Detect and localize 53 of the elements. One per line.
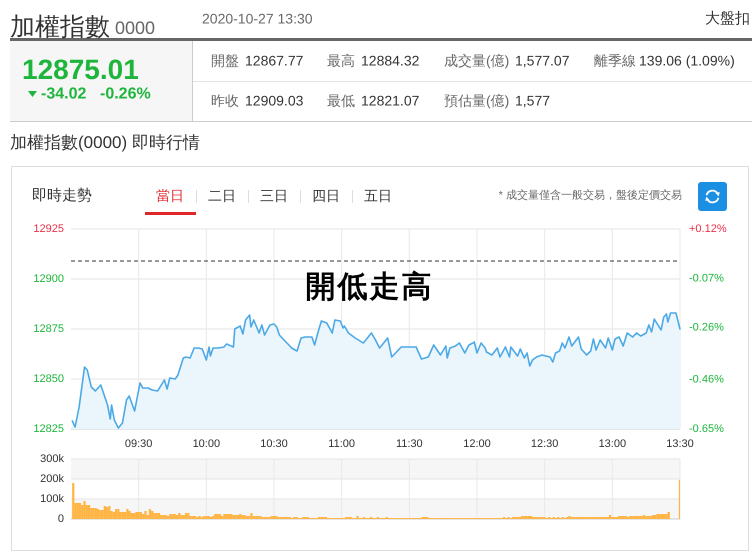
text: 加權指數(0000) 即時行情 — [10, 132, 200, 154]
text: 大盤扣 — [705, 10, 750, 28]
text: 12875.01 — [22, 53, 139, 87]
y-tick-label: 12875 — [33, 323, 64, 335]
y-tick-label: 0 — [58, 513, 64, 525]
x-tick-label: 09:30 — [124, 438, 152, 450]
y-tick-label: 12900 — [33, 273, 64, 285]
text: -0.26% — [100, 84, 151, 104]
x-tick-label: 13:00 — [598, 438, 626, 450]
x-tick-label: 10:00 — [192, 438, 220, 450]
text: 開盤 — [211, 52, 239, 70]
annotation: 開低走高 — [305, 270, 434, 304]
text: 加權指數 — [10, 12, 110, 42]
text: -34.02 — [41, 84, 86, 104]
x-tick-label: 11:00 — [328, 438, 356, 450]
y2-tick-label: -0.65% — [689, 423, 724, 435]
text: 四日 — [312, 188, 340, 204]
text: 1,577.07 — [515, 52, 570, 70]
y-tick-label: 12925 — [33, 223, 64, 235]
text: 最高 — [327, 52, 355, 70]
text: * 成交量僅含一般交易，盤後定價交易 — [498, 189, 682, 203]
text: 1,577 — [515, 92, 550, 110]
x-tick-label: 12:30 — [530, 438, 558, 450]
y-tick-label: 200k — [40, 473, 64, 485]
y-tick-label: 12850 — [33, 373, 64, 385]
x-tick-label: 10:30 — [260, 438, 288, 450]
text: 最低 — [327, 92, 355, 110]
y2-tick-label: -0.07% — [689, 272, 724, 284]
y-tick-label: 100k — [40, 493, 64, 505]
text: 0000 — [115, 18, 156, 40]
text: 12884.32 — [361, 52, 420, 70]
x-tick-label: 12:00 — [463, 438, 491, 450]
x-tick-label: 13:30 — [666, 438, 694, 450]
text: 二日 — [208, 188, 236, 204]
text: 139.06 (1.09%) — [639, 52, 735, 70]
text: 即時走勢 — [32, 187, 92, 205]
y2-tick-label: +0.12% — [689, 223, 727, 235]
text: 2020-10-27 13:30 — [202, 10, 313, 28]
text: 昨收 — [211, 92, 239, 110]
y2-tick-label: -0.46% — [689, 374, 724, 386]
text: 12909.03 — [245, 92, 304, 110]
text: 12821.07 — [361, 92, 420, 110]
text: 預估量(億) — [444, 92, 510, 110]
text: 當日 — [156, 188, 184, 204]
text: 五日 — [364, 188, 392, 204]
y-tick-label: 300k — [40, 453, 64, 465]
y-tick-label: 12825 — [33, 423, 64, 435]
x-tick-label: 11:30 — [396, 438, 423, 450]
text: 成交量(億) — [444, 52, 510, 70]
y2-tick-label: -0.26% — [689, 322, 724, 334]
text: 12867.77 — [245, 52, 304, 70]
text: 三日 — [260, 188, 288, 204]
text: 離季線 — [594, 52, 636, 70]
